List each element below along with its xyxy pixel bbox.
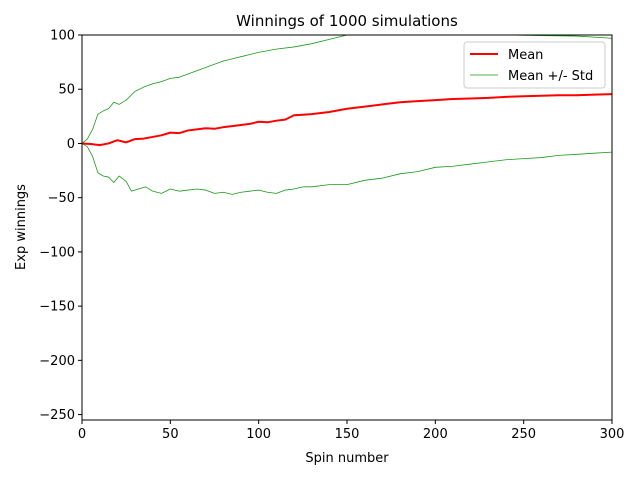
x-tick-label: 300 — [600, 427, 625, 442]
y-tick-label: −50 — [48, 191, 75, 206]
y-tick-label: −200 — [39, 354, 75, 369]
x-tick-label: 50 — [162, 427, 179, 442]
plot-area — [81, 34, 613, 421]
x-axis-ticks: 0 50 100 150 200 250 300 — [78, 420, 625, 442]
series-line-mean — [82, 93, 612, 147]
legend-frame — [463, 41, 606, 89]
x-tick-label: 250 — [511, 427, 536, 442]
legend-label-mean: Mean — [508, 48, 543, 63]
legend: Mean Mean +/- Std — [463, 41, 606, 89]
x-tick-label: 150 — [335, 427, 360, 442]
x-tick-label: 0 — [78, 427, 86, 442]
y-tick-label: −150 — [39, 300, 75, 315]
y-axis-title: Exp winnings — [14, 184, 29, 270]
series-line-upper — [82, 35, 612, 144]
y-tick-label: −250 — [39, 408, 75, 423]
series-line-lower — [82, 143, 612, 195]
x-axis-title: Spin number — [305, 451, 389, 466]
y-axis-ticks: 100 50 0 −50 −100 −150 −200 −250 — [39, 29, 82, 423]
x-tick-label: 100 — [246, 427, 271, 442]
y-tick-label: 0 — [67, 137, 75, 152]
y-tick-label: 100 — [50, 29, 75, 44]
y-tick-label: 50 — [58, 83, 75, 98]
chart-title: Winnings of 1000 simulations — [236, 12, 458, 30]
y-tick-label: −100 — [39, 245, 75, 260]
x-tick-label: 200 — [423, 427, 448, 442]
legend-label-std: Mean +/- Std — [508, 69, 593, 84]
series-layer — [82, 35, 612, 195]
axes-frame — [81, 34, 613, 421]
